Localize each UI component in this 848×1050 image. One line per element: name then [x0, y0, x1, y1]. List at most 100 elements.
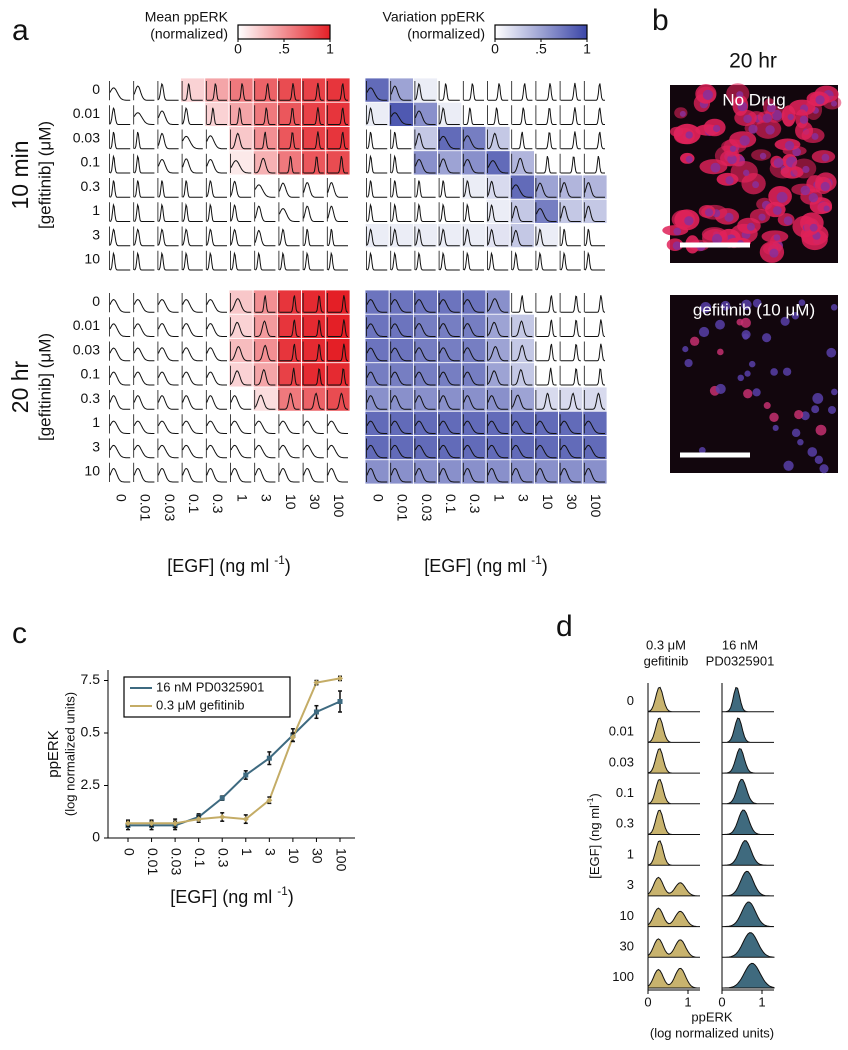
heatmap-cell: [485, 198, 511, 224]
cell-histogram: [278, 444, 300, 459]
heatmap-cell: [228, 198, 254, 224]
nucleus: [830, 304, 838, 311]
heatmap-cell: [131, 223, 157, 249]
cell-histogram: [511, 251, 533, 271]
marker: [219, 795, 225, 801]
cell-histogram: [487, 420, 509, 434]
cell-histogram: [278, 420, 300, 434]
heatmap-cell: [485, 313, 511, 339]
cell-histogram: [439, 299, 460, 313]
cell-histogram: [560, 392, 581, 410]
x-tick-label: 0.01: [395, 494, 411, 521]
x-tick-label: 0: [370, 494, 386, 502]
cell-histogram: [390, 154, 412, 174]
nucleus: [811, 405, 820, 414]
heatmap-cell: [325, 126, 351, 152]
heatmap-cell: [276, 338, 302, 364]
histogram: [722, 870, 774, 897]
cell-histogram: [366, 467, 388, 483]
nucleus: [727, 154, 737, 165]
cell-histogram: [109, 106, 131, 125]
marker: [195, 816, 202, 823]
nucleus: [679, 110, 686, 117]
cell-histogram: [560, 156, 581, 174]
panel-label: a: [12, 14, 29, 47]
cell-histogram: [536, 295, 557, 313]
cell-histogram: [560, 131, 581, 150]
nucleus: [820, 181, 830, 192]
cell-histogram: [584, 155, 605, 174]
row-label: 0.01: [73, 317, 100, 333]
cell-histogram: [512, 131, 533, 150]
heatmap-cell: [276, 386, 302, 412]
cell-histogram: [584, 131, 605, 150]
row-label: 10: [620, 908, 634, 923]
colorbar-tick-label: .5: [278, 41, 290, 57]
histogram: [722, 748, 774, 774]
x-tick-label: 0.3: [210, 494, 226, 514]
nucleus: [780, 316, 790, 326]
colorbar-tick-label: .5: [535, 41, 547, 57]
cell-histogram: [303, 131, 324, 150]
cell-histogram: [157, 110, 179, 125]
cell-histogram: [255, 295, 276, 313]
heatmap-cell: [412, 223, 438, 249]
cell-histogram: [303, 156, 324, 174]
row-label: 0: [92, 293, 100, 309]
cell-histogram: [560, 181, 581, 198]
cell-histogram: [182, 467, 203, 483]
cell-histogram: [511, 394, 533, 410]
axis-label-end: ): [285, 556, 291, 576]
cell-histogram: [536, 83, 557, 101]
heatmap-cell: [364, 198, 390, 224]
nucleus: [769, 248, 779, 258]
cell-histogram: [536, 132, 557, 150]
cell-histogram: [133, 228, 155, 247]
heatmap-cell: [558, 150, 584, 176]
cell-histogram: [230, 321, 252, 337]
cell-histogram: [463, 467, 484, 483]
axis-label-end: ): [288, 887, 294, 907]
heatmap-cell: [204, 435, 230, 461]
heatmap-cell: [509, 174, 535, 200]
cell-histogram: [415, 251, 436, 271]
row-label: 0.03: [73, 341, 100, 357]
nucleus: [826, 347, 837, 358]
heatmap-cell: [582, 410, 608, 436]
cell-histogram: [366, 323, 388, 337]
cell-histogram: [439, 323, 460, 337]
cell-histogram: [414, 395, 436, 410]
cell-histogram: [254, 444, 276, 459]
heatmap-cell: [364, 223, 390, 249]
cell-histogram: [279, 83, 300, 101]
heatmap-cell: [228, 247, 254, 273]
heatmap-cell: [276, 247, 302, 273]
cell-histogram: [463, 323, 484, 337]
cell-histogram: [133, 444, 155, 459]
x-tick-label: 3: [259, 494, 275, 502]
cell-histogram: [327, 343, 349, 362]
cell-histogram: [230, 370, 252, 386]
cell-histogram: [390, 395, 412, 410]
heatmap-cell: [252, 338, 278, 364]
cell-histogram: [279, 319, 300, 337]
heatmap-cell: [276, 410, 302, 436]
y-tick-label: 7.5: [81, 671, 101, 687]
cell-histogram: [535, 420, 557, 434]
heatmap-cell: [107, 223, 133, 249]
x-tick-label: 100: [333, 848, 349, 872]
marker: [337, 699, 343, 704]
x-tick-label: 0.01: [138, 494, 154, 521]
x-tick-label: 30: [310, 848, 326, 864]
heatmap-cell: [180, 77, 206, 103]
cell-histogram: [279, 392, 300, 410]
cell-histogram: [487, 370, 509, 386]
cell-histogram: [279, 251, 300, 271]
colorbar-tick-label: 1: [583, 41, 591, 57]
cell-histogram: [157, 444, 179, 459]
cell-histogram: [366, 180, 388, 198]
row-label: 3: [92, 226, 100, 242]
marker: [148, 820, 155, 827]
cell-histogram: [415, 202, 436, 222]
cell-histogram: [414, 228, 436, 247]
